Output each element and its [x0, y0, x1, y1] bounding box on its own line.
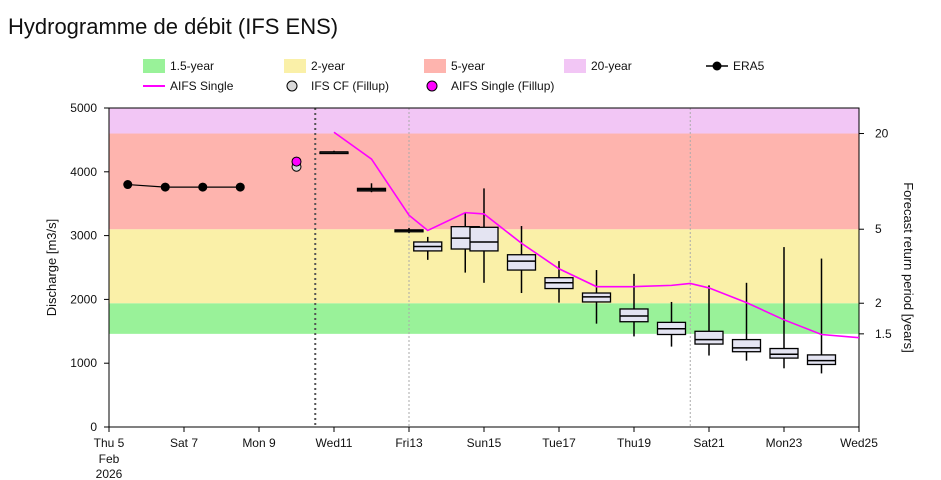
x-tick-label: Sat21 [693, 436, 725, 450]
y-tick-label: 5000 [70, 101, 97, 115]
ens-box-5 [469, 226, 499, 252]
x-tick-label: Mon 9 [242, 436, 276, 450]
y2-tick-label: 2 [875, 296, 882, 310]
y-axis-title: Discharge [m3/s] [44, 219, 59, 317]
legend-swatch-0 [143, 59, 165, 73]
aifs-single-fillup-point [291, 156, 302, 167]
y2-tick-label: 20 [875, 127, 889, 141]
x-tick-label: Thu 5 [94, 436, 125, 450]
x-tick-label: Sat 7 [170, 436, 198, 450]
y2-axis-title: Forecast return period [years] [901, 182, 916, 353]
ens-box-12 [731, 338, 762, 353]
legend-label: AIFS Single [170, 79, 234, 93]
chart-title: Hydrogramme de débit (IFS ENS) [8, 14, 339, 39]
legend-label: ERA5 [733, 59, 765, 73]
legend-swatch-6 [286, 80, 298, 92]
y-tick-label: 1000 [70, 356, 97, 370]
x-date-sublabel: Feb [99, 452, 120, 466]
legend-swatch-2 [424, 59, 446, 73]
legend-label: IFS CF (Fillup) [311, 79, 389, 93]
return-band-3 [109, 108, 859, 134]
y-tick-label: 3000 [70, 229, 97, 243]
legend-label: AIFS Single (Fillup) [451, 79, 554, 93]
era5-line [127, 183, 241, 188]
y-tick-label: 2000 [70, 292, 97, 306]
era5-point [123, 180, 133, 190]
legend-label: 1.5-year [170, 59, 214, 73]
x-tick-label: Mon23 [766, 436, 803, 450]
era5-point [160, 182, 170, 192]
legend-swatch-3 [564, 59, 586, 73]
y-tick-label: 4000 [70, 165, 97, 179]
y2-tick-label: 1.5 [875, 327, 892, 341]
ens-box-13 [769, 347, 799, 359]
era5-point [235, 182, 245, 192]
x-tick-label: Tue17 [542, 436, 576, 450]
x-tick-label: Fri13 [395, 436, 423, 450]
x-tick-label: Thu19 [617, 436, 651, 450]
ens-box-6 [506, 254, 537, 271]
x-tick-label: Wed25 [840, 436, 878, 450]
legend-label: 20-year [591, 59, 632, 73]
legend-label: 2-year [311, 59, 345, 73]
era5-point [198, 182, 208, 192]
aifs-single-line [333, 131, 860, 339]
legend-swatch-7 [426, 80, 438, 92]
ens-box-11 [694, 330, 724, 345]
y-tick-label: 0 [90, 420, 97, 434]
legend-swatch-dot-4 [712, 61, 722, 71]
return-band-0 [109, 303, 859, 334]
x-date-sublabel: 2026 [96, 467, 123, 480]
legend-swatch-1 [284, 59, 306, 73]
x-tick-label: Wed11 [316, 436, 353, 450]
legend-label: 5-year [451, 59, 485, 73]
ens-box-14 [806, 354, 837, 366]
y2-tick-label: 5 [875, 222, 882, 236]
x-tick-label: Sun15 [467, 436, 502, 450]
